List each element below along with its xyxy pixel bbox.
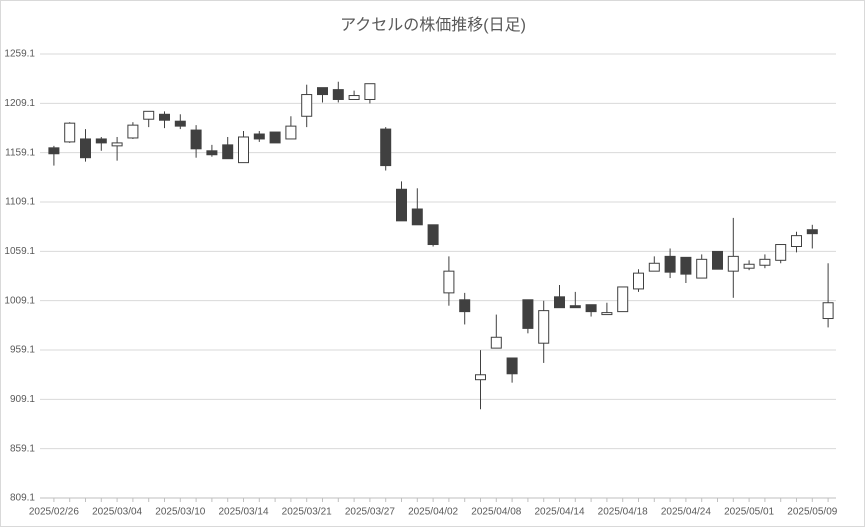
- x-tick-label: 2025/03/04: [92, 507, 142, 518]
- candle-body: [806, 229, 818, 235]
- y-tick-label: 909.1: [10, 394, 35, 405]
- candle-body: [775, 244, 787, 261]
- candle-body: [554, 296, 565, 309]
- y-tick-label: 859.1: [10, 443, 35, 454]
- candle-body: [585, 304, 597, 313]
- candle-body: [490, 336, 502, 349]
- candle-body: [190, 129, 202, 150]
- x-tick-label: 2025/03/10: [155, 507, 205, 518]
- candle-body: [633, 272, 644, 290]
- candle-body: [48, 147, 60, 155]
- candle-body: [95, 138, 107, 144]
- candle-body: [727, 255, 739, 272]
- candle-body: [269, 131, 281, 144]
- candle-body: [64, 122, 76, 143]
- candle-body: [712, 250, 723, 270]
- candle-body: [364, 83, 376, 100]
- candle-body: [380, 128, 392, 167]
- x-tick-label: 2025/04/18: [598, 507, 648, 518]
- y-tick-label: 1159.1: [5, 147, 35, 158]
- candle-body: [411, 208, 423, 226]
- y-tick-label: 1259.1: [4, 49, 35, 60]
- candle-body: [301, 94, 313, 117]
- candle-body: [664, 255, 676, 273]
- candle-body: [506, 357, 518, 375]
- x-tick-label: 2025/03/21: [282, 507, 332, 518]
- y-tick-label: 959.1: [10, 345, 35, 356]
- candle-body: [127, 124, 139, 139]
- candle-body: [174, 120, 186, 127]
- candle-body: [285, 125, 297, 140]
- candle-body: [159, 113, 170, 121]
- x-tick-label: 2025/04/02: [408, 507, 458, 518]
- candle-body: [238, 136, 249, 164]
- candle-body: [443, 270, 455, 294]
- x-tick-label: 2025/03/14: [218, 507, 268, 518]
- x-tick-label: 2025/02/26: [29, 507, 79, 518]
- candle-body: [538, 310, 550, 344]
- candle-body: [648, 262, 660, 272]
- y-tick-label: 1109.1: [5, 197, 35, 208]
- candle-body: [143, 110, 155, 120]
- candle-body: [791, 235, 802, 247]
- x-tick-label: 2025/05/01: [724, 507, 774, 518]
- x-tick-label: 2025/03/27: [345, 507, 395, 518]
- y-tick-label: 1059.1: [4, 246, 35, 257]
- x-tick-label: 2025/04/14: [534, 507, 584, 518]
- candle-body: [348, 95, 360, 100]
- candle-body: [743, 263, 755, 269]
- candle-body: [759, 258, 771, 266]
- candle-body: [822, 302, 834, 320]
- candle-body: [80, 138, 91, 159]
- candle-body: [617, 286, 629, 313]
- candle-body: [680, 256, 692, 275]
- candle-body: [569, 305, 581, 309]
- y-tick-label: 1209.1: [4, 98, 35, 109]
- candle-body: [522, 299, 534, 329]
- candle-body: [206, 150, 218, 156]
- candle-body: [396, 188, 407, 222]
- candle-body: [332, 89, 344, 100]
- candle-body: [459, 299, 471, 313]
- candle-body: [317, 87, 328, 96]
- y-tick-label: 809.1: [10, 493, 35, 504]
- candle-body: [222, 144, 234, 160]
- x-tick-label: 2025/04/08: [471, 507, 521, 518]
- candle-body: [111, 142, 123, 147]
- y-tick-label: 1009.1: [4, 295, 35, 306]
- x-tick-label: 2025/05/09: [787, 507, 837, 518]
- x-tick-label: 2025/04/24: [661, 507, 711, 518]
- candle-body: [696, 258, 708, 279]
- candle-body: [253, 133, 265, 140]
- candle-body: [601, 312, 613, 316]
- candle-body: [427, 224, 439, 246]
- chart-title: アクセルの株価推移(日足): [340, 16, 526, 34]
- candle-body: [475, 374, 486, 381]
